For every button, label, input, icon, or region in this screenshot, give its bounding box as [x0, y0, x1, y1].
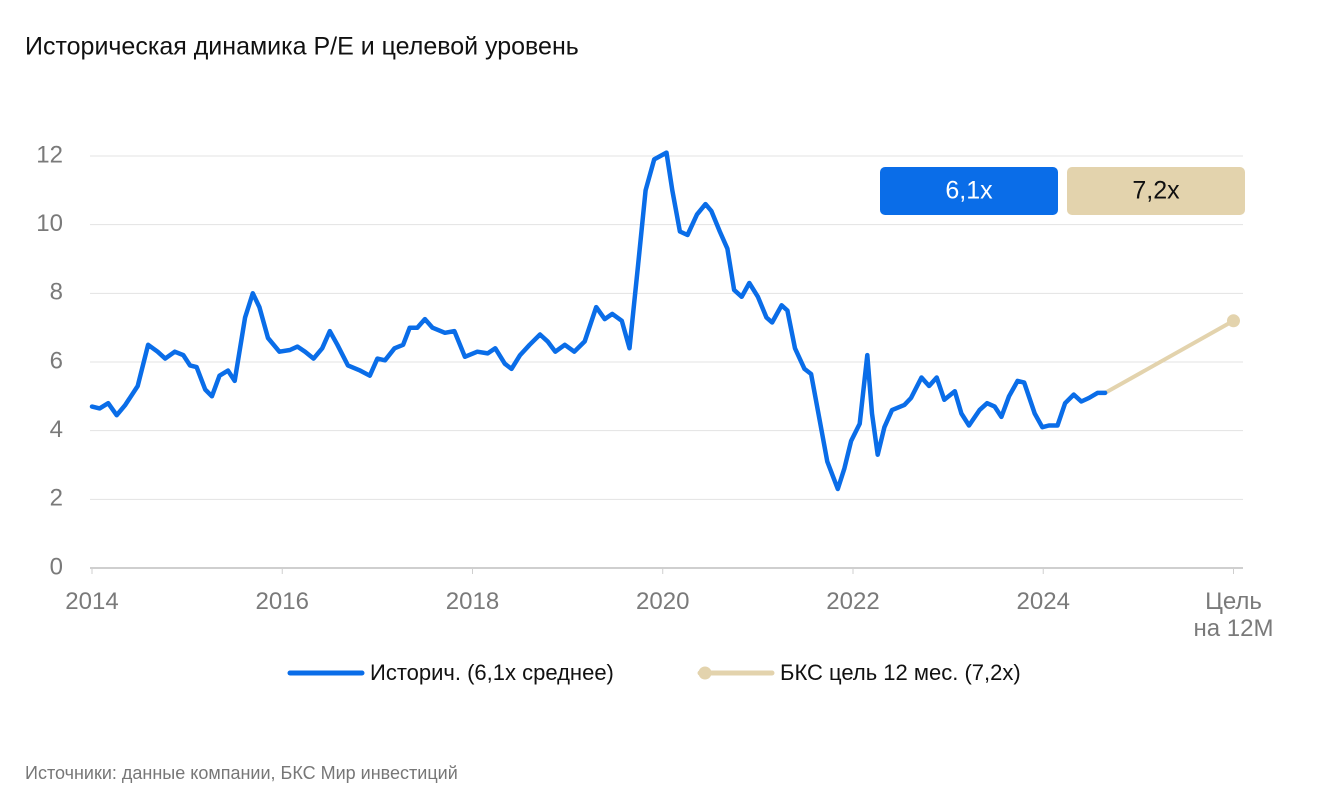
- y-tick-label: 12: [36, 141, 63, 168]
- x-tick-label: 2022: [826, 588, 880, 615]
- badge-label: 7,2x: [1132, 177, 1180, 205]
- y-tick-label: 10: [36, 210, 63, 237]
- source-note: Источники: данные компании, БКС Мир инве…: [25, 763, 458, 783]
- badge: [1067, 167, 1245, 215]
- chart-title: Историческая динамика P/E и целевой уров…: [25, 33, 579, 61]
- badge: [880, 167, 1058, 215]
- x-tick-label: 2016: [255, 588, 309, 615]
- x-tick-label: Цель на 12М: [1193, 588, 1274, 642]
- x-tick-label: 2020: [636, 588, 690, 615]
- series-line: [1103, 318, 1236, 395]
- series-line: [89, 150, 1108, 492]
- x-tick-label: 2014: [65, 588, 119, 615]
- legend-marker: [698, 666, 712, 680]
- y-tick-label: 2: [50, 485, 63, 512]
- legend-label: БКС цель 12 мес. (7,2x): [780, 660, 1021, 685]
- y-tick-label: 4: [50, 416, 63, 443]
- y-tick-label: 6: [50, 347, 63, 374]
- y-tick-label: 0: [50, 553, 63, 580]
- y-tick-label: 8: [50, 279, 63, 306]
- x-tick-label: 2018: [445, 588, 500, 615]
- badge-label: 6,1x: [945, 177, 993, 205]
- x-tick-label: 2024: [1016, 588, 1070, 615]
- legend-label: Историч. (6,1x среднее): [370, 660, 614, 685]
- target-marker: [1226, 314, 1240, 328]
